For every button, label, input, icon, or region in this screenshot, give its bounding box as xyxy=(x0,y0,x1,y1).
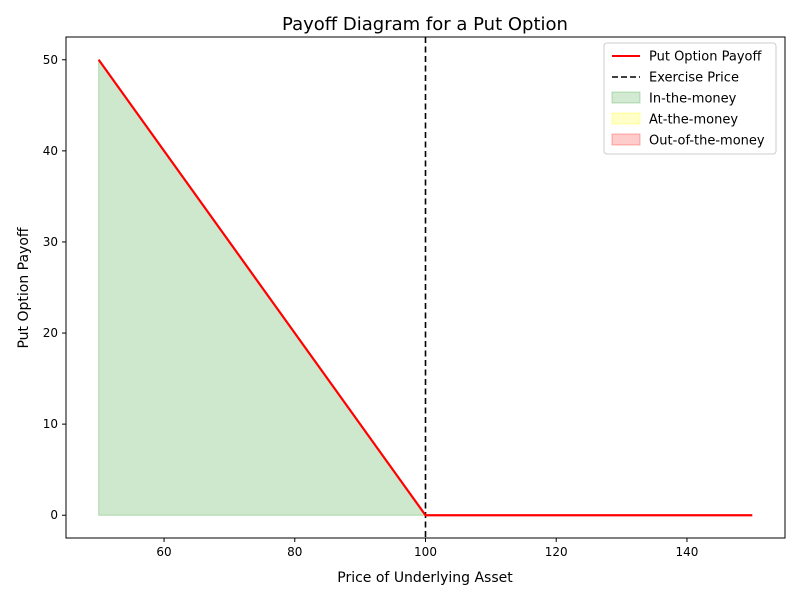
y-tick-label: 0 xyxy=(50,508,58,522)
y-tick-label: 50 xyxy=(43,53,58,67)
x-axis-label: Price of Underlying Asset xyxy=(337,570,513,586)
x-tick-label: 80 xyxy=(287,545,302,559)
legend-label-in-the-money: In-the-money xyxy=(649,92,737,107)
legend: Put Option Payoff Exercise Price In-the-… xyxy=(603,42,777,155)
y-tick-label: 20 xyxy=(43,326,58,340)
y-tick-label: 10 xyxy=(43,417,58,431)
y-axis-ticks: 0 10 20 30 40 50 xyxy=(43,53,66,522)
y-axis-label: Put Option Payoff xyxy=(16,227,32,348)
x-axis-ticks: 60 80 100 120 140 xyxy=(156,538,698,559)
legend-label-put-payoff: Put Option Payoff xyxy=(649,50,762,65)
legend-box xyxy=(603,42,777,155)
chart-title: Payoff Diagram for a Put Option xyxy=(282,14,568,35)
x-tick-label: 60 xyxy=(156,545,171,559)
legend-swatch-in-the-money xyxy=(611,91,641,104)
legend-label-out-of-the-money: Out-of-the-money xyxy=(649,134,765,149)
legend-swatch-out-of-the-money xyxy=(611,133,641,146)
x-tick-label: 140 xyxy=(676,545,699,559)
x-tick-label: 120 xyxy=(545,545,568,559)
put-payoff-line xyxy=(97,59,753,517)
legend-label-at-the-money: At-the-money xyxy=(649,113,738,128)
y-tick-label: 30 xyxy=(43,235,58,249)
x-tick-label: 100 xyxy=(414,545,437,559)
y-tick-label: 40 xyxy=(43,144,58,158)
legend-swatch-at-the-money xyxy=(611,112,641,125)
legend-label-exercise-price: Exercise Price xyxy=(649,71,739,86)
series-lines xyxy=(97,37,753,538)
